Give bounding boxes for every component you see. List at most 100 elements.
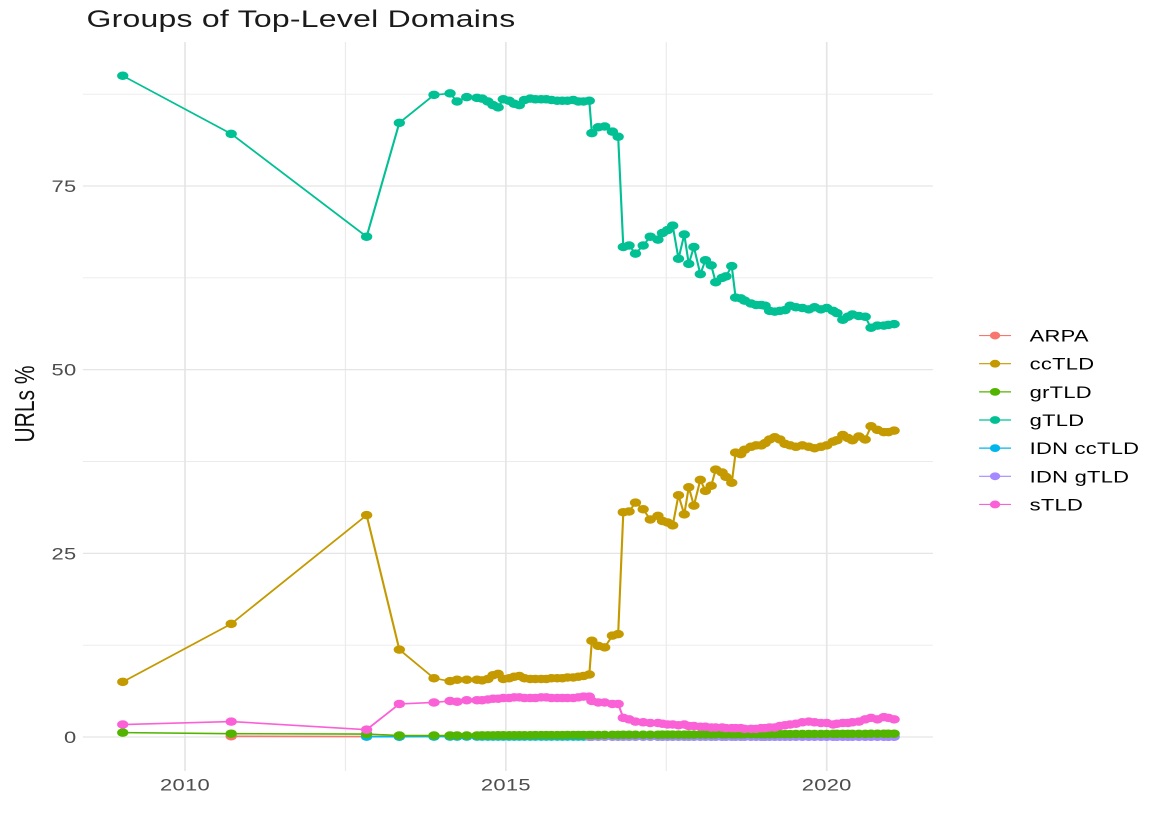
- x-axis-labels: 2010 2015 2020: [160, 776, 852, 795]
- legend-key-point: [990, 472, 1000, 480]
- data-point: [623, 241, 634, 250]
- chart-title: Groups of Top-Level Domains: [86, 6, 515, 34]
- data-point: [361, 725, 372, 734]
- data-point: [451, 697, 462, 706]
- data-point: [428, 698, 439, 707]
- x-tick-label: 2020: [802, 776, 852, 795]
- grid-major: [83, 42, 933, 771]
- data-point: [638, 505, 649, 514]
- data-point: [679, 230, 690, 239]
- series-line-gtld: [123, 76, 894, 328]
- series-line-cctld: [123, 426, 894, 682]
- data-point: [695, 270, 706, 279]
- legend-key-point: [990, 416, 1000, 424]
- legend-key-point: [990, 444, 1000, 452]
- legend-item-idn-cctld: IDN ccTLD: [979, 440, 1139, 459]
- data-point: [117, 72, 128, 81]
- data-point: [860, 313, 871, 322]
- y-tick-label: 75: [52, 178, 77, 197]
- data-point: [888, 715, 899, 724]
- legend-item-label: grTLD: [1030, 383, 1092, 402]
- data-point: [117, 728, 128, 737]
- data-point: [695, 476, 706, 485]
- data-point: [613, 700, 624, 709]
- data-point: [584, 670, 595, 679]
- data-point: [444, 89, 455, 98]
- data-point: [428, 674, 439, 683]
- legend-item-label: IDN ccTLD: [1030, 440, 1140, 459]
- data-point: [226, 717, 237, 726]
- data-point: [706, 481, 717, 490]
- data-point: [630, 498, 641, 507]
- data-point: [683, 260, 694, 269]
- data-point: [394, 700, 405, 709]
- data-point: [638, 241, 649, 250]
- legend-item-grtld: grTLD: [979, 383, 1092, 402]
- data-point: [117, 720, 128, 729]
- x-tick-label: 2010: [160, 776, 210, 795]
- data-point: [726, 479, 737, 488]
- legend-key-point: [990, 360, 1000, 368]
- data-point: [428, 91, 439, 100]
- data-point: [599, 643, 610, 652]
- data-point: [461, 675, 472, 684]
- data-point: [673, 491, 684, 500]
- data-point: [613, 630, 624, 639]
- data-point: [451, 97, 462, 106]
- y-tick-label: 0: [64, 729, 76, 748]
- data-point: [667, 221, 678, 230]
- data-point: [720, 272, 731, 281]
- data-point: [888, 729, 899, 738]
- data-point: [688, 243, 699, 252]
- data-point: [451, 731, 462, 740]
- data-point: [667, 521, 678, 530]
- data-point: [888, 320, 899, 329]
- series-points-stld: [117, 692, 900, 734]
- data-point: [584, 97, 595, 106]
- legend-item-stld: sTLD: [979, 496, 1083, 515]
- legend-item-label: gTLD: [1030, 412, 1085, 431]
- data-point: [706, 261, 717, 270]
- legend-item-label: ARPA: [1030, 327, 1089, 346]
- data-point: [623, 507, 634, 515]
- data-point: [226, 729, 237, 738]
- legend-key-point: [990, 388, 1000, 396]
- legend-item-gtld: gTLD: [979, 412, 1084, 431]
- legend-key-point: [990, 332, 1000, 340]
- data-point: [117, 678, 128, 687]
- data-point: [226, 620, 237, 629]
- data-point: [461, 93, 472, 102]
- data-point: [394, 119, 405, 128]
- legend-item-label: IDN gTLD: [1030, 468, 1130, 487]
- data-point: [493, 103, 504, 112]
- legend-key-point: [990, 501, 1000, 509]
- data-point: [683, 483, 694, 492]
- legend-item-label: sTLD: [1030, 496, 1083, 515]
- legend-item-arpa: ARPA: [979, 327, 1089, 346]
- data-point: [673, 254, 684, 263]
- data-point: [361, 511, 372, 520]
- data-point: [630, 249, 641, 258]
- legend-item-label: ccTLD: [1030, 355, 1095, 374]
- data-point: [688, 501, 699, 510]
- data-point: [888, 426, 899, 435]
- data-point: [679, 510, 690, 519]
- data-point: [226, 130, 237, 139]
- data-point: [394, 731, 405, 740]
- legend: ARPA ccTLD grTLD gTLD IDN ccTLD IDN gTLD sTLD: [979, 327, 1139, 515]
- data-point: [394, 645, 405, 654]
- data-point: [361, 232, 372, 241]
- data-point: [451, 675, 462, 684]
- grid-minor: [83, 42, 933, 771]
- series-lines: [123, 76, 894, 737]
- series-points-gtld: [117, 72, 900, 332]
- y-tick-label: 25: [52, 545, 77, 564]
- data-point: [428, 731, 439, 740]
- data-point: [461, 731, 472, 740]
- x-tick-label: 2015: [481, 776, 531, 795]
- data-point: [726, 262, 737, 271]
- data-point: [461, 696, 472, 705]
